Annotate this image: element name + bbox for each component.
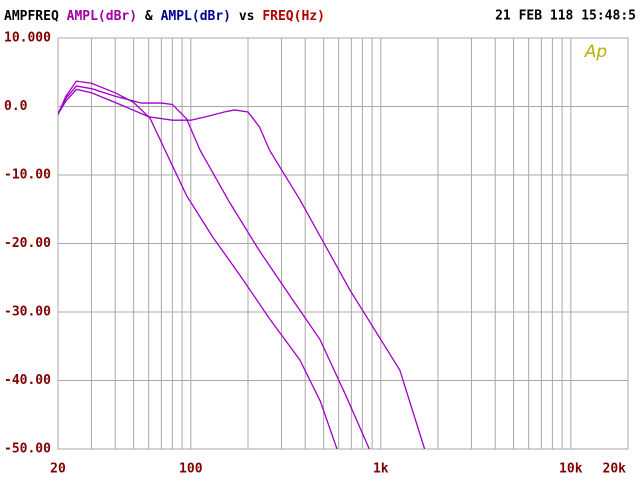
header-part: FREQ(Hz) (262, 9, 325, 24)
y-tick-label: -40.00 (4, 373, 51, 388)
header-text: AMPFREQ AMPL(dBr) & AMPL(dBr) vs FREQ(Hz… (4, 9, 325, 24)
logo: Ap (584, 42, 608, 62)
y-tick-label: -10.00 (4, 168, 51, 183)
header: AMPFREQ AMPL(dBr) & AMPL(dBr) vs FREQ(Hz… (4, 9, 325, 24)
x-tick-label: 100 (179, 462, 203, 477)
x-tick-label: 1k (373, 462, 389, 477)
header-part: vs (239, 9, 255, 24)
header-part: AMPL(dBr) (67, 9, 137, 24)
header-part: & (145, 9, 153, 24)
y-tick-label: -50.00 (4, 442, 51, 457)
y-tick-label: -20.00 (4, 236, 51, 251)
y-tick-label: -30.00 (4, 305, 51, 320)
y-tick-label: 0.0 (4, 99, 28, 114)
x-tick-label: 20 (50, 462, 66, 477)
y-tick-label: 10.000 (4, 31, 51, 46)
header-part: AMPFREQ (4, 9, 59, 24)
series-line (58, 80, 338, 449)
x-tick-label: 10k (559, 462, 583, 477)
plot-frame (57, 37, 629, 450)
timestamp: 21 FEB 118 15:48:5 (495, 9, 636, 24)
header-part: AMPL(dBr) (161, 9, 231, 24)
series-line (58, 88, 426, 449)
x-tick-label: 20k (603, 462, 627, 477)
series-line (58, 85, 370, 449)
